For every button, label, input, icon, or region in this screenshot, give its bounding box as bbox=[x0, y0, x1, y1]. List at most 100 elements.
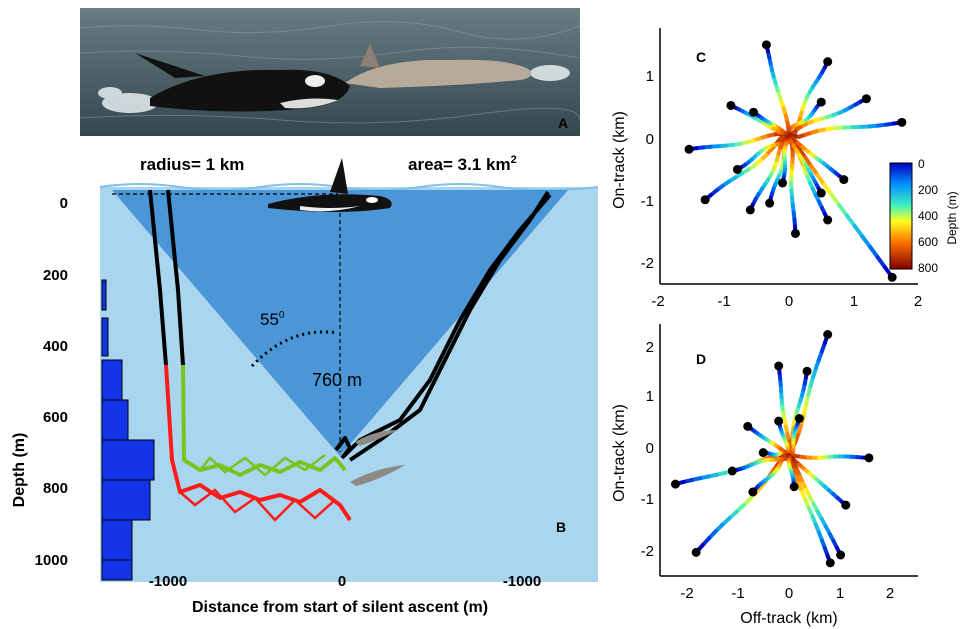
c-endpoint-10 bbox=[816, 97, 826, 107]
c-ytick-m1: -1 bbox=[641, 193, 654, 210]
panel-c-axes bbox=[659, 28, 918, 285]
depth-annotation: 760 m bbox=[312, 370, 362, 390]
track-red bbox=[164, 364, 352, 522]
prey-whale-2 bbox=[350, 465, 405, 486]
c-endpoint-9 bbox=[749, 107, 759, 117]
c-endpoint-11 bbox=[765, 198, 775, 208]
cbar-tick-400: 400 bbox=[918, 209, 938, 223]
angle-label: 550 bbox=[260, 310, 285, 329]
c-endpoint-15 bbox=[778, 178, 788, 188]
d-endpoint-4 bbox=[670, 479, 680, 489]
c-endpoint-2 bbox=[897, 117, 907, 127]
d-endpoint-9 bbox=[825, 558, 835, 568]
c-ytick-1: 1 bbox=[646, 68, 654, 85]
c-track-9 bbox=[751, 110, 791, 138]
cbar-tick-800: 800 bbox=[918, 261, 938, 275]
prey-whale-1 bbox=[355, 430, 398, 446]
y-tick-400: 400 bbox=[43, 338, 68, 355]
c-endpoint-13 bbox=[823, 215, 833, 225]
cbar-tick-600: 600 bbox=[918, 235, 938, 249]
y-tick-1000: 1000 bbox=[35, 552, 68, 569]
detection-cone bbox=[112, 190, 568, 456]
panel-d-letter: D bbox=[696, 351, 706, 367]
d-ytick-2: 2 bbox=[646, 339, 654, 356]
d-ytick-m2: -2 bbox=[641, 543, 654, 560]
c-endpoint-6 bbox=[726, 100, 736, 110]
y-tick-800: 800 bbox=[43, 480, 68, 497]
c-endpoint-17 bbox=[745, 205, 755, 215]
depth-histogram bbox=[101, 279, 155, 581]
d-endpoint-15 bbox=[789, 482, 799, 492]
x-tick-left: -1000 bbox=[149, 573, 187, 590]
c-xtick-m1: -1 bbox=[717, 293, 730, 310]
y-tick-0: 0 bbox=[60, 195, 68, 212]
d-endpoint-10 bbox=[758, 448, 768, 458]
track-green bbox=[181, 364, 347, 477]
panel-c-chart: 0 200 400 600 800 Depth (m) C 1 0 -1 -2 … bbox=[611, 28, 959, 310]
radius-label: radius= 1 km bbox=[140, 155, 244, 174]
panel-d-xlabel: Off-track (km) bbox=[740, 610, 837, 627]
orca-surface-figure bbox=[268, 158, 392, 212]
c-track-4 bbox=[687, 131, 791, 152]
panel-b-letter: B bbox=[556, 519, 566, 535]
c-track-16 bbox=[787, 133, 824, 196]
panel-b-diagram: radius= 1 km area= 3.1 km2 550 760 m B 0… bbox=[11, 154, 599, 616]
d-endpoint-0 bbox=[823, 330, 833, 339]
orca-figure bbox=[135, 53, 350, 112]
y-tick-600: 600 bbox=[43, 409, 68, 426]
x-tick-right: -1000 bbox=[503, 573, 541, 590]
c-endpoint-3 bbox=[861, 94, 871, 104]
d-endpoint-8 bbox=[836, 550, 846, 560]
d-endpoint-6 bbox=[864, 453, 874, 463]
c-endpoint-7 bbox=[790, 228, 800, 238]
d-endpoint-3 bbox=[743, 421, 753, 431]
panel-c-ylabel: On-track (km) bbox=[611, 111, 628, 209]
c-xtick-m2: -2 bbox=[651, 293, 664, 310]
c-endpoint-8 bbox=[887, 272, 897, 282]
d-endpoint-11 bbox=[748, 487, 758, 497]
track-black-2 bbox=[166, 189, 185, 366]
d-endpoint-12 bbox=[774, 416, 784, 426]
colorbar bbox=[889, 162, 913, 270]
d-endpoint-7 bbox=[841, 500, 851, 510]
grey-whale-figure bbox=[345, 44, 532, 88]
c-endpoint-4 bbox=[684, 144, 694, 154]
angle-arc bbox=[250, 330, 339, 368]
d-endpoint-13 bbox=[794, 414, 804, 423]
panel-a-letter: A bbox=[558, 115, 568, 131]
area-label: area= 3.1 km2 bbox=[408, 154, 517, 174]
c-endpoint-5 bbox=[700, 195, 710, 205]
d-xtick-0: 0 bbox=[785, 585, 793, 602]
panel-d-ylabel: On-track (km) bbox=[611, 404, 628, 502]
c-endpoint-14 bbox=[732, 164, 742, 174]
d-endpoint-14 bbox=[727, 466, 737, 476]
c-ytick-m2: -2 bbox=[641, 255, 654, 272]
c-xtick-1: 1 bbox=[850, 293, 858, 310]
d-endpoint-2 bbox=[802, 366, 812, 376]
c-xtick-2: 2 bbox=[914, 293, 922, 310]
y-tick-200: 200 bbox=[43, 267, 68, 284]
c-endpoint-0 bbox=[761, 40, 771, 50]
d-endpoint-5 bbox=[691, 547, 701, 557]
d-endpoint-1 bbox=[774, 361, 784, 371]
d-ytick-0: 0 bbox=[646, 440, 654, 457]
c-track-17 bbox=[748, 133, 791, 212]
panel-d-axes bbox=[659, 324, 918, 577]
panel-b-ylabel: Depth (m) bbox=[11, 433, 28, 508]
c-track-8 bbox=[787, 133, 895, 280]
panel-b-xlabel: Distance from start of silent ascent (m) bbox=[192, 599, 488, 616]
panel-d-tracks bbox=[670, 330, 874, 568]
colorbar-label: Depth (m) bbox=[945, 191, 959, 244]
d-track-8 bbox=[787, 453, 843, 557]
c-endpoint-16 bbox=[816, 188, 826, 198]
d-ytick-m1: -1 bbox=[641, 491, 654, 508]
d-xtick-1: 1 bbox=[836, 585, 844, 602]
d-xtick-2: 2 bbox=[886, 585, 894, 602]
c-endpoint-1 bbox=[823, 57, 833, 67]
whale-photo: A bbox=[80, 8, 580, 136]
c-ytick-0: 0 bbox=[646, 131, 654, 148]
panel-c-tracks bbox=[684, 40, 907, 282]
c-xtick-0: 0 bbox=[785, 293, 793, 310]
cbar-tick-200: 200 bbox=[918, 183, 938, 197]
d-ytick-1: 1 bbox=[646, 388, 654, 405]
